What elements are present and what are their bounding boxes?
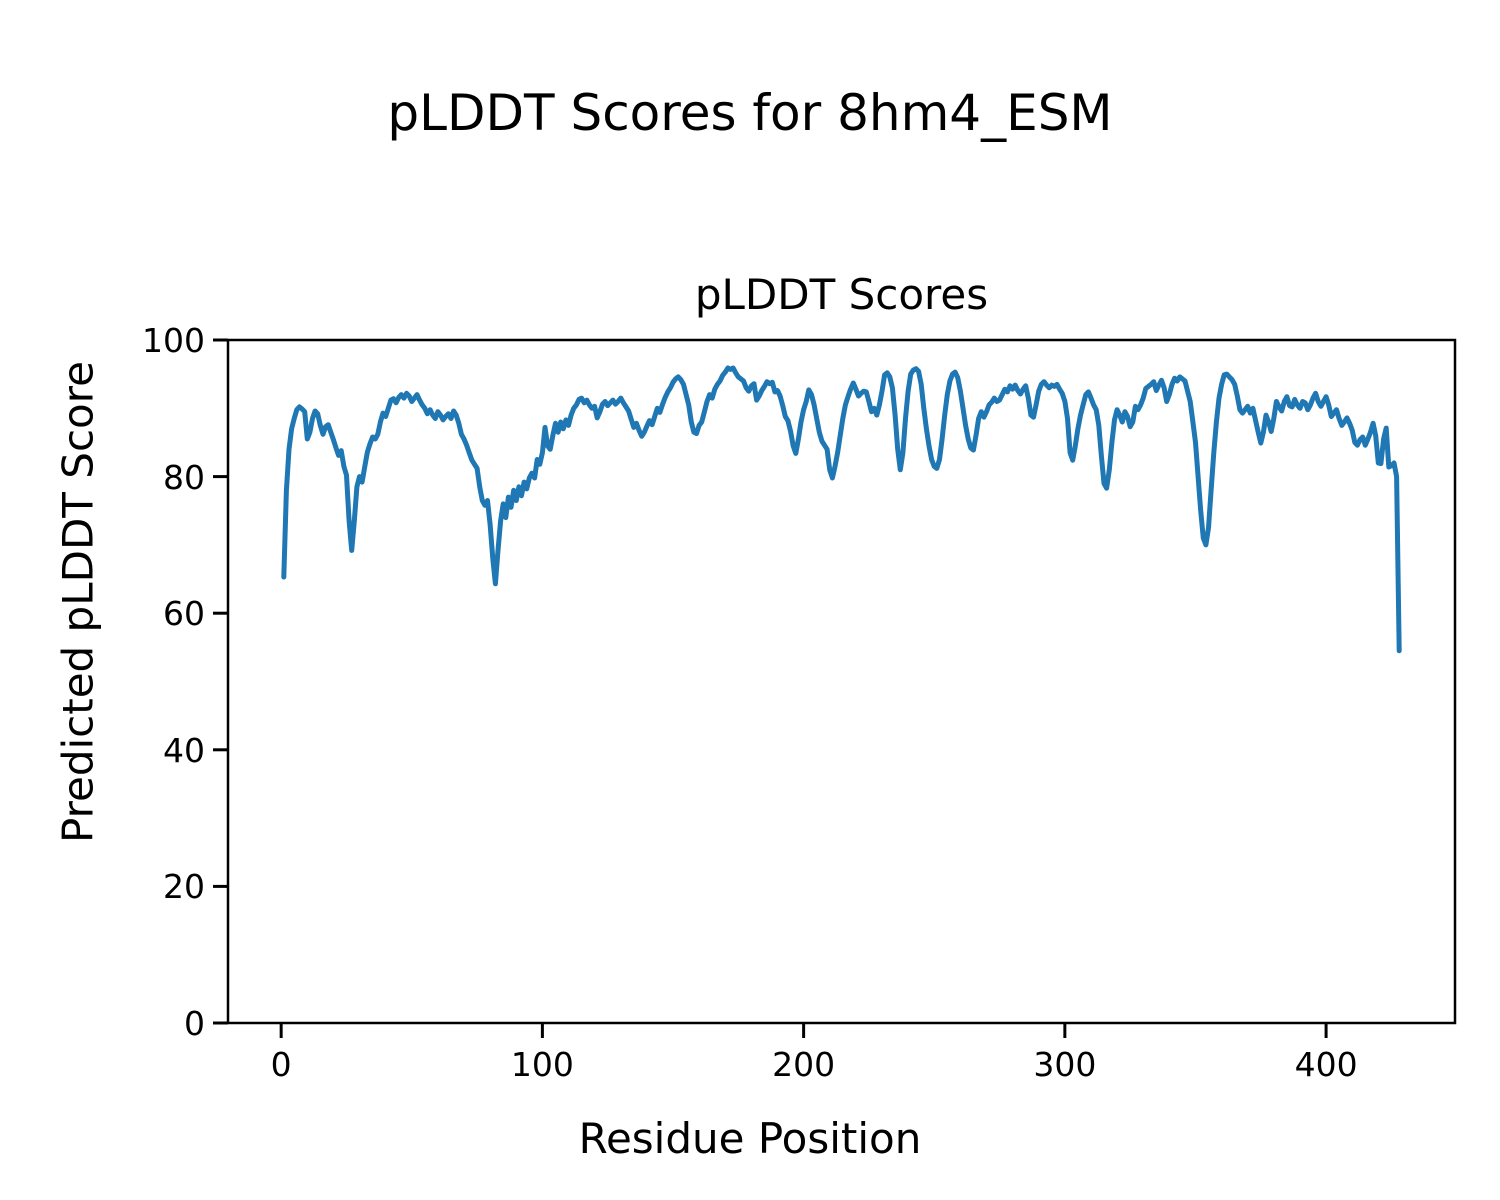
- x-tick-label: 0: [270, 1045, 292, 1084]
- y-tick-label: 100: [142, 321, 205, 360]
- x-tick-label: 300: [1033, 1045, 1097, 1084]
- x-tick-label: 200: [772, 1045, 836, 1084]
- x-tick-label: 100: [510, 1045, 574, 1084]
- figure-title: pLDDT Scores for 8hm4_ESM: [387, 84, 1113, 142]
- axes-title: pLDDT Scores: [694, 270, 989, 319]
- x-axis-label: Residue Position: [578, 1114, 922, 1163]
- plddt-line: [281, 365, 1402, 654]
- y-tick-label: 0: [184, 1004, 205, 1043]
- x-tick-label: 400: [1294, 1045, 1358, 1084]
- y-tick-label: 20: [163, 867, 205, 907]
- axes-spines: [226, 338, 1457, 1025]
- y-tick-label: 40: [163, 730, 205, 770]
- y-tick-label: 80: [163, 457, 205, 497]
- y-tick-label: 60: [163, 594, 205, 634]
